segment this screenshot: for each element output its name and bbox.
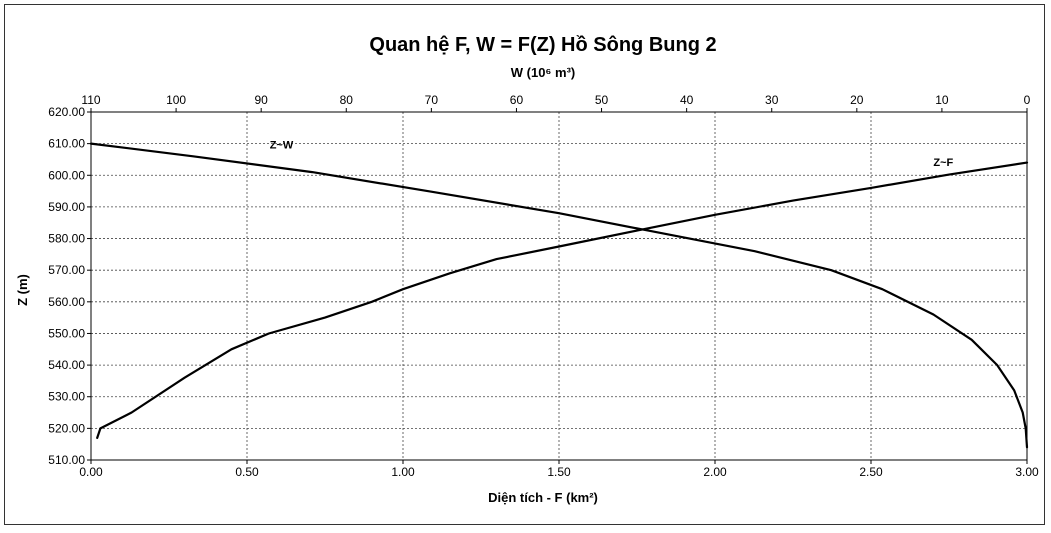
chart-title: Quan hệ F, W = F(Z) Hồ Sông Bung 2 [369,34,716,56]
series-label-zf: Z~F [933,157,953,169]
x2-tick-label: 30 [765,93,779,107]
y-tick-label: 510.00 [48,453,85,467]
top-axis-title: W (10⁶ m³) [511,65,576,80]
y-tick-label: 540.00 [48,358,85,372]
y-tick-label: 570.00 [48,263,85,277]
x2-tick-label: 40 [680,93,694,107]
x2-tick-label: 60 [510,93,524,107]
y-tick-label: 620.00 [48,105,85,119]
x-tick-label: 1.50 [547,465,571,479]
bottom-axis-title: Diện tích - F (km²) [488,490,598,505]
y-tick-label: 610.00 [48,137,85,151]
x-tick-label: 0.50 [235,465,259,479]
y-tick-label: 560.00 [48,295,85,309]
x2-tick-label: 90 [255,93,269,107]
y-tick-label: 550.00 [48,326,85,340]
x-tick-label: 1.00 [391,465,415,479]
x2-tick-label: 70 [425,93,439,107]
x-tick-label: 2.00 [703,465,727,479]
x2-tick-label: 110 [81,93,100,107]
chart-frame: Quan hệ F, W = F(Z) Hồ Sông Bung 2 W (10… [4,4,1045,525]
grid-layer [91,112,1027,460]
x2-tick-label: 50 [595,93,609,107]
x-tick-label: 0.00 [79,465,103,479]
series-label-zw: Z~W [270,139,294,151]
y-tick-label: 600.00 [48,168,85,182]
series-line-zf [96,161,1029,439]
y-tick-label: 530.00 [48,390,85,404]
x2-tick-label: 100 [166,93,186,107]
x2-tick-label: 20 [850,93,864,107]
x-tick-label: 3.00 [1015,465,1039,479]
y-tick-label: 520.00 [48,421,85,435]
series-layer: Z~F Z~W [89,139,1029,449]
series-line-zw [89,142,1029,449]
chart-svg: Quan hệ F, W = F(Z) Hồ Sông Bung 2 W (10… [15,34,1039,505]
y-tick-label: 590.00 [48,200,85,214]
x2-tick-label: 0 [1024,93,1031,107]
y-tick-label: 580.00 [48,232,85,246]
x-tick-label: 2.50 [859,465,883,479]
x2-tick-label: 80 [340,93,354,107]
tick-layer: 510.00 520.00 530.00 540.00 550.00 560.00 570.… [48,93,1039,479]
x2-tick-label: 10 [935,93,949,107]
y-axis-title: Z (m) [15,274,30,306]
